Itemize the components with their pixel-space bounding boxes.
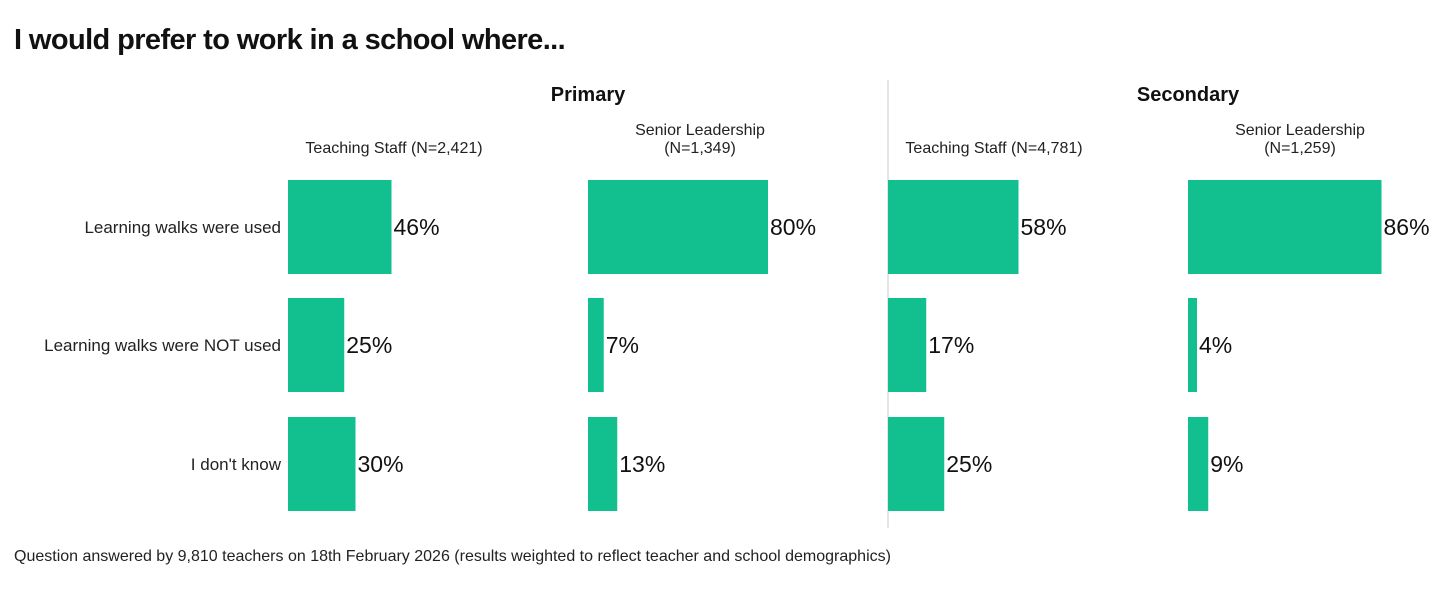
chart-canvas: Learning walks were used Learning walks w… — [44, 80, 1430, 528]
bar — [288, 298, 345, 392]
bar — [888, 298, 927, 392]
panel-label: (N=1,259) — [1264, 140, 1336, 157]
group-title: Secondary — [1137, 84, 1240, 106]
footnote: Question answered by 9,810 teachers on 1… — [14, 548, 891, 565]
group-title: Primary — [551, 84, 626, 106]
bar-value-label: 25% — [946, 451, 992, 477]
panel-label: Senior Leadership — [1235, 122, 1365, 139]
bar — [588, 180, 768, 274]
category-label: Learning walks were NOT used — [44, 336, 281, 355]
bar-value-label: 46% — [394, 214, 440, 240]
bar — [1188, 180, 1382, 274]
bar — [1188, 417, 1209, 511]
bar-value-label: 17% — [928, 332, 974, 358]
category-label: Learning walks were used — [84, 218, 281, 237]
panel-label: (N=1,349) — [664, 140, 736, 157]
bar — [1188, 298, 1197, 392]
bar — [288, 180, 392, 274]
bar-value-label: 25% — [346, 332, 392, 358]
bar-value-label: 30% — [358, 451, 404, 477]
bar-value-label: 9% — [1210, 451, 1243, 477]
chart-title: I would prefer to work in a school where… — [14, 24, 566, 56]
bar — [588, 417, 618, 511]
panel-label: Senior Leadership — [635, 122, 765, 139]
bar-value-label: 58% — [1021, 214, 1067, 240]
panel-label: Teaching Staff (N=2,421) — [305, 140, 482, 157]
bar-value-label: 13% — [619, 451, 665, 477]
bar — [888, 417, 945, 511]
bar-value-label: 7% — [606, 332, 639, 358]
bar-value-label: 80% — [770, 214, 816, 240]
bar — [888, 180, 1019, 274]
bar-value-label: 86% — [1384, 214, 1430, 240]
bar — [288, 417, 356, 511]
category-label: I don't know — [191, 455, 282, 474]
bar-value-label: 4% — [1199, 332, 1232, 358]
bar — [588, 298, 604, 392]
panel-label: Teaching Staff (N=4,781) — [905, 140, 1082, 157]
